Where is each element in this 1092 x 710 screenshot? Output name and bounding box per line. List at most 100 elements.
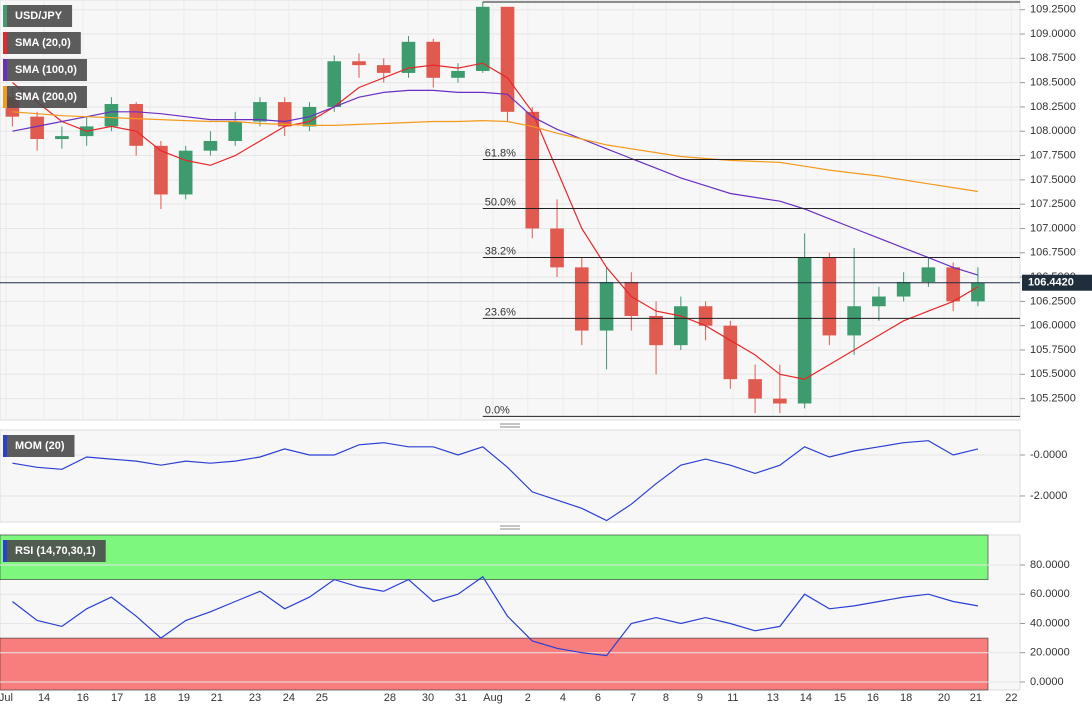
candle-body (178, 150, 193, 195)
candle-body (228, 121, 243, 141)
legend-label: MOM (20) (15, 440, 65, 452)
candle-body (896, 281, 911, 297)
y-tick-label: 109.2500 (1030, 4, 1076, 16)
x-tick-label: 4 (560, 692, 566, 704)
x-tick-label: 28 (384, 692, 396, 704)
x-tick-label: 18 (144, 692, 156, 704)
fib-label: 0.0% (485, 404, 510, 416)
legend-swatch (3, 86, 7, 108)
candle-body (773, 398, 787, 404)
x-tick-label: 2 (525, 692, 531, 704)
candle-body (451, 70, 465, 78)
y-tick-label: 60.0000 (1030, 588, 1070, 600)
legend-box (3, 32, 81, 54)
candle-body (203, 140, 218, 151)
y-tick-label: 108.0000 (1030, 125, 1076, 137)
indicator-line (12, 89, 979, 276)
x-tick-label: 15 (834, 692, 846, 704)
x-tick-label: Jul (0, 692, 13, 704)
candle-body (475, 6, 490, 71)
x-tick-label: Aug (483, 692, 503, 704)
legend-swatch (3, 32, 7, 54)
y-tick-label: 107.5000 (1030, 174, 1076, 186)
legend-box (3, 59, 87, 81)
legend-item: SMA (200,0) (3, 86, 87, 108)
x-tick-label: 16 (867, 692, 879, 704)
candle-body (401, 41, 416, 73)
legend-swatch (3, 540, 7, 562)
x-tick-label: 17 (111, 692, 123, 704)
legend-label: RSI (14,70,30,1) (15, 545, 96, 557)
candle-body (55, 136, 69, 140)
candle-body (797, 257, 812, 404)
candle-body (525, 111, 540, 229)
x-tick-label: 18 (900, 692, 912, 704)
candle-body (822, 257, 837, 336)
candle-body (674, 306, 688, 346)
y-tick-label: -0.0000 (1030, 449, 1067, 461)
candle-body (352, 61, 366, 66)
legend-item: RSI (14,70,30,1) (3, 540, 106, 562)
y-tick-label: 80.0000 (1030, 559, 1070, 571)
x-tick-label: 31 (455, 692, 467, 704)
fib-label: 23.6% (485, 306, 516, 318)
candle-body (971, 282, 985, 302)
y-tick-label: 20.0000 (1030, 647, 1070, 659)
y-tick-label: 108.5000 (1030, 77, 1076, 89)
candle-body (847, 306, 861, 336)
indicator-line (12, 440, 979, 522)
candle-body (649, 315, 663, 346)
candle-body (946, 267, 960, 302)
y-tick-label: 105.7500 (1030, 344, 1076, 356)
x-tick-label: 22 (1005, 692, 1017, 704)
legend-item: SMA (100,0) (3, 59, 87, 81)
legend-box (3, 5, 73, 27)
fib-label: 38.2% (485, 245, 516, 257)
candle-body (574, 267, 589, 331)
fib-label: 61.8% (485, 147, 516, 159)
candle-body (748, 379, 762, 399)
indicator-line (12, 575, 979, 657)
legend-swatch (3, 435, 7, 457)
y-tick-label: 105.2500 (1030, 393, 1076, 405)
legend-box (3, 540, 106, 562)
legend-label: SMA (200,0) (15, 91, 77, 103)
x-tick-label: 21 (970, 692, 982, 704)
x-tick-label: 20 (938, 692, 950, 704)
legend-label: SMA (20,0) (15, 37, 71, 49)
x-tick-label: 7 (630, 692, 636, 704)
x-tick-label: 6 (595, 692, 601, 704)
y-tick-label: 0.0000 (1030, 676, 1064, 688)
last-price-box (1022, 274, 1092, 291)
candle-body (624, 281, 639, 316)
y-tick-label: 107.2500 (1030, 198, 1076, 210)
x-tick-label: 9 (697, 692, 703, 704)
candle-body (872, 296, 886, 307)
x-tick-label: 21 (211, 692, 223, 704)
rsi-band (0, 637, 989, 691)
candle-body (277, 102, 292, 127)
candle-body (698, 306, 713, 326)
candle-body (599, 281, 614, 331)
x-tick-label: 19 (178, 692, 190, 704)
x-tick-label: 23 (249, 692, 261, 704)
candle-body (154, 145, 168, 195)
legend-item: MOM (20) (3, 435, 75, 457)
candle-body (426, 41, 441, 78)
legend-swatch (3, 59, 7, 81)
y-tick-label: 107.0000 (1030, 222, 1076, 234)
legend-label: SMA (100,0) (15, 64, 77, 76)
candle-body (550, 228, 564, 268)
y-tick-label: 106.7500 (1030, 247, 1076, 259)
candle-body (723, 325, 738, 380)
x-tick-label: 13 (767, 692, 779, 704)
y-tick-label: 108.7500 (1030, 52, 1076, 64)
x-tick-label: 8 (663, 692, 669, 704)
candle-body (30, 116, 44, 140)
y-tick-label: 108.2500 (1030, 101, 1076, 113)
indicator-line (12, 111, 978, 193)
candle-body (500, 6, 515, 112)
y-tick-label: 106.0000 (1030, 320, 1076, 332)
candle-body (129, 104, 143, 146)
